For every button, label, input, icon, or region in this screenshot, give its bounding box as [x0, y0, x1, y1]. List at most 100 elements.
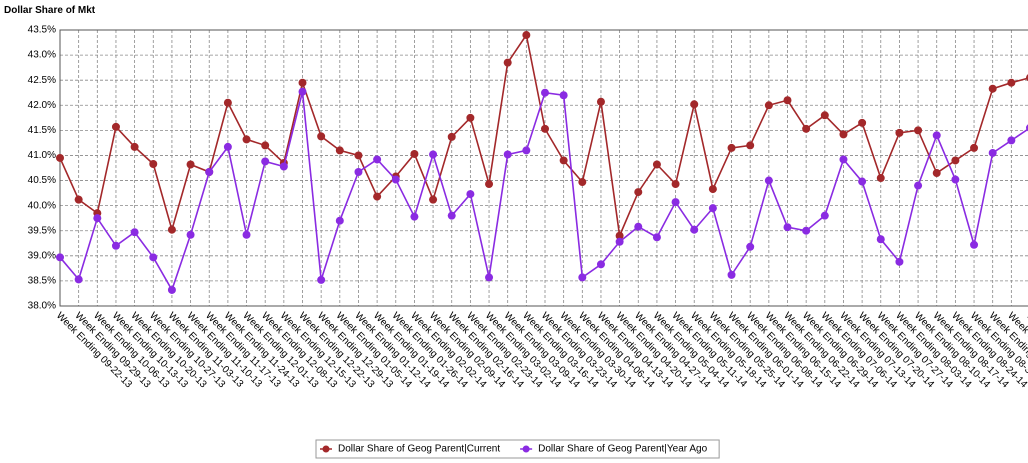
point	[727, 270, 736, 279]
y-tick-label: 43.5%	[28, 25, 56, 36]
legend-label: Dollar Share of Geog Parent|Current	[338, 444, 500, 455]
point	[111, 122, 120, 131]
point	[932, 131, 941, 140]
y-tick-label: 39.0%	[28, 250, 56, 261]
point	[335, 216, 344, 225]
legend	[315, 439, 720, 459]
point	[746, 242, 755, 251]
point	[764, 176, 773, 185]
point	[970, 143, 979, 152]
y-tick-label: 42.0%	[28, 100, 56, 111]
point	[578, 273, 587, 282]
point	[1007, 78, 1016, 87]
point	[354, 151, 363, 160]
point	[951, 175, 960, 184]
point	[970, 240, 979, 249]
point	[503, 150, 512, 159]
series	[56, 31, 1028, 294]
point	[596, 97, 605, 106]
point	[93, 214, 102, 223]
point	[410, 212, 419, 221]
y-tick-label: 43.0%	[28, 50, 56, 61]
point	[820, 211, 829, 220]
point	[74, 275, 83, 284]
point	[988, 84, 997, 93]
y-tick-label: 41.5%	[28, 125, 56, 136]
point	[317, 132, 326, 141]
point	[373, 155, 382, 164]
point	[391, 175, 400, 184]
point	[802, 226, 811, 235]
point	[876, 174, 885, 183]
point	[56, 253, 64, 262]
point	[671, 198, 680, 207]
point	[1007, 136, 1016, 145]
point	[186, 230, 195, 239]
point	[335, 146, 344, 155]
point	[802, 124, 811, 133]
legend-items: Dollar Share of Geog Parent|Current Dolla…	[320, 444, 708, 455]
point	[559, 91, 568, 100]
point	[242, 230, 251, 239]
point	[242, 135, 251, 144]
point	[149, 253, 158, 262]
chart-title: Dollar Share of Mkt	[4, 5, 96, 16]
y-tick-label: 38.0%	[28, 301, 56, 312]
point	[708, 185, 717, 194]
point	[634, 188, 643, 197]
point	[74, 195, 83, 204]
y-tick-label: 39.5%	[28, 225, 56, 236]
point	[429, 195, 438, 204]
point	[690, 100, 699, 109]
point	[690, 225, 699, 234]
point	[466, 113, 475, 122]
point	[988, 148, 997, 157]
point	[708, 204, 717, 213]
point	[298, 87, 307, 96]
point	[503, 58, 512, 67]
y-tick-label: 40.5%	[28, 175, 56, 186]
point	[895, 128, 904, 137]
legend-marker	[322, 445, 330, 453]
point	[167, 225, 176, 234]
point	[261, 141, 270, 150]
point	[858, 177, 867, 186]
point	[839, 155, 848, 164]
point	[541, 88, 549, 97]
point	[149, 159, 158, 168]
y-tick-label: 42.5%	[28, 75, 56, 86]
point	[746, 141, 755, 150]
point	[223, 98, 232, 107]
point	[783, 96, 792, 105]
point	[56, 153, 64, 162]
point	[522, 31, 531, 40]
legend-label: Dollar Share of Geog Parent|Year Ago	[538, 444, 707, 455]
point	[671, 180, 680, 189]
point	[261, 157, 270, 166]
point	[205, 168, 214, 177]
point	[186, 160, 195, 169]
y-tick-label: 40.0%	[28, 200, 56, 211]
point	[932, 169, 941, 178]
point	[373, 192, 382, 201]
point	[541, 124, 549, 133]
point	[466, 190, 475, 199]
point	[111, 241, 120, 250]
point	[914, 181, 923, 190]
point	[652, 233, 661, 242]
point	[876, 235, 885, 244]
point	[130, 228, 139, 237]
point	[764, 101, 773, 110]
point	[596, 260, 605, 269]
point	[167, 285, 176, 294]
point	[634, 222, 643, 231]
point	[485, 180, 494, 189]
point	[820, 111, 829, 120]
point	[727, 143, 736, 152]
point	[951, 156, 960, 165]
y-tick-label: 38.5%	[28, 276, 56, 287]
point	[130, 142, 139, 151]
grid	[59, 29, 1028, 307]
